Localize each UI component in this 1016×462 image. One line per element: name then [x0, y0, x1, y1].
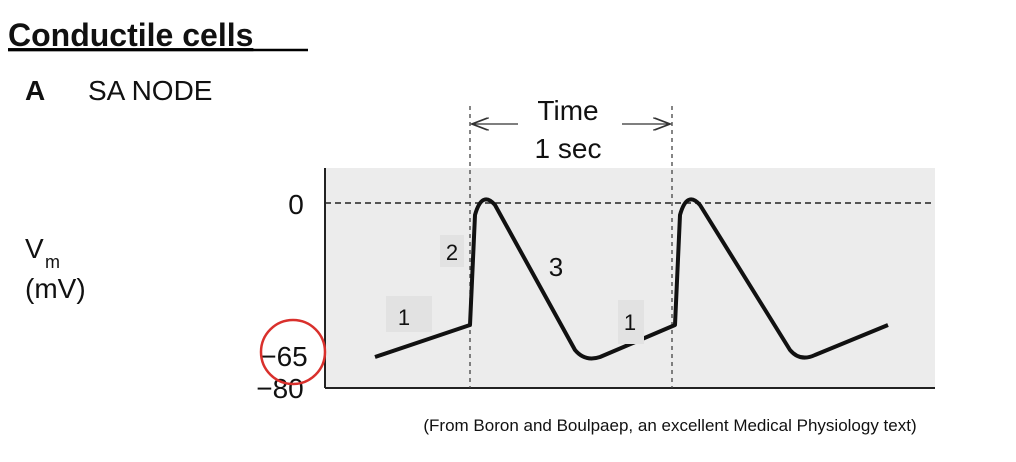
panel-letter: A [25, 75, 45, 106]
phase-label: 1 [398, 305, 410, 330]
y-tick-label: 0 [288, 189, 304, 220]
time-duration: 1 sec [535, 133, 602, 164]
phase-box [618, 300, 644, 344]
y-axis-subscript: m [45, 252, 60, 272]
caption: (From Boron and Boulpaep, an excellent M… [423, 416, 916, 435]
y-axis-symbol: V [25, 233, 44, 264]
phase-label: 2 [446, 240, 458, 265]
time-label: Time [537, 95, 598, 126]
plot-area [325, 168, 935, 388]
y-axis-unit: (mV) [25, 273, 86, 304]
phase-box [386, 296, 432, 332]
title: Conductile cells [8, 17, 253, 53]
y-tick-label: −65 [260, 341, 308, 372]
panel-title: SA NODE [88, 75, 212, 106]
y-tick-label: −80 [256, 373, 304, 404]
phase-box [440, 235, 464, 267]
phase-label: 3 [549, 252, 563, 282]
phase-label: 1 [624, 310, 636, 335]
highlight-circle [259, 318, 327, 386]
